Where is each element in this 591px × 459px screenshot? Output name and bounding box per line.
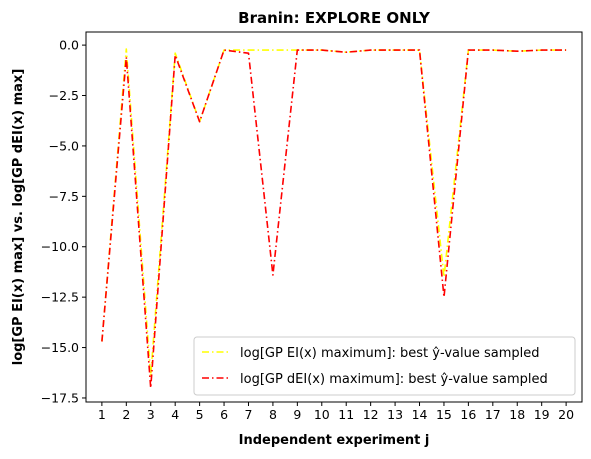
- x-tick-label: 2: [122, 407, 130, 422]
- x-tick-label: 17: [485, 407, 501, 422]
- x-tick-label: 5: [196, 407, 204, 422]
- y-tick-label: −12.5: [41, 290, 79, 305]
- y-axis: 0.0 −2.5 −5.0 −7.5 −10.0 −12.5 −15.0 −17.5: [41, 38, 86, 405]
- x-tick-label: 19: [534, 407, 550, 422]
- y-tick-label: −5.0: [49, 138, 79, 153]
- y-tick-label: −17.5: [41, 390, 79, 405]
- legend-label-dei: log[GP dEI(x) maximum]: best ŷ-value sam…: [240, 372, 548, 387]
- x-tick-label: 8: [269, 407, 277, 422]
- y-tick-label: −2.5: [49, 88, 79, 103]
- x-tick-label: 16: [460, 407, 476, 422]
- x-tick-label: 15: [436, 407, 452, 422]
- x-tick-label: 4: [171, 407, 179, 422]
- series-line-dei: [101, 49, 567, 389]
- x-tick-label: 3: [147, 407, 155, 422]
- x-tick-label: 10: [314, 407, 330, 422]
- x-axis: 1 2 3 4 5 6 7 8 9 10 11 12 13 14 15 16 17 18 19 20: [98, 402, 574, 422]
- plot-area: [101, 48, 567, 389]
- x-tick-label: 1: [98, 407, 106, 422]
- legend-box: [193, 336, 576, 396]
- x-tick-label: 14: [412, 407, 428, 422]
- x-tick-label: 12: [363, 407, 379, 422]
- legend: log[GP EI(x) maximum]: best ŷ-value samp…: [193, 336, 576, 396]
- y-tick-label: 0.0: [59, 38, 79, 53]
- series-line-ei: [101, 48, 567, 377]
- y-tick-label: −15.0: [41, 340, 79, 355]
- x-tick-label: 6: [220, 407, 228, 422]
- y-tick-label: −7.5: [49, 189, 79, 204]
- x-tick-label: 9: [293, 407, 301, 422]
- x-tick-label: 7: [245, 407, 253, 422]
- x-tick-label: 13: [387, 407, 403, 422]
- x-tick-label: 20: [558, 407, 574, 422]
- x-axis-label: Independent experiment j: [239, 433, 430, 448]
- legend-label-ei: log[GP EI(x) maximum]: best ŷ-value samp…: [240, 346, 539, 361]
- plot-frame: [85, 31, 583, 403]
- y-axis-label: log[GP EI(x) max] vs. log[GP dEI(x) max]: [11, 69, 26, 366]
- x-tick-label: 11: [338, 407, 354, 422]
- chart-title: Branin: EXPLORE ONLY: [238, 9, 431, 27]
- y-tick-label: −10.0: [41, 239, 79, 254]
- x-tick-label: 18: [509, 407, 525, 422]
